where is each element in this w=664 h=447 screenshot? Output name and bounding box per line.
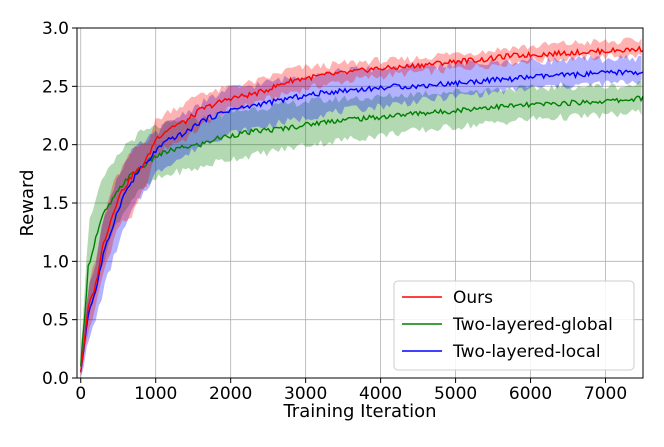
axis-ticks: 0 1000 2000 3000 4000 5000 6000 7000 0.0 0.5 1.0 1.…: [42, 19, 627, 404]
y-tick-label: 1.5: [42, 194, 69, 214]
x-tick-label: 5000: [434, 384, 477, 404]
x-tick-label: 4000: [359, 384, 402, 404]
x-tick-label: 2000: [209, 384, 252, 404]
legend-label: Two-layered-local: [452, 342, 601, 362]
series-line: [80, 45, 644, 373]
x-tick-label: 6000: [509, 384, 552, 404]
x-tick-label: 0: [75, 384, 86, 404]
y-tick-label: 2.0: [42, 136, 69, 156]
x-tick-label: 7000: [584, 384, 627, 404]
series-band: [80, 54, 642, 379]
y-tick-label: 0.5: [42, 311, 69, 331]
series-band: [80, 80, 642, 379]
legend-label: Two-layered-global: [452, 315, 613, 335]
series-line: [80, 69, 644, 373]
x-axis-label: Training Iteration: [282, 401, 436, 422]
series-lines: [80, 45, 644, 373]
y-tick-label: 3.0: [42, 19, 69, 39]
legend-box: [393, 280, 635, 371]
y-tick-label: 1.0: [42, 252, 69, 272]
legend-label: Ours: [453, 288, 493, 308]
y-tick-label: 0.0: [42, 369, 69, 389]
x-tick-label: 3000: [284, 384, 327, 404]
y-tick-label: 2.5: [42, 77, 69, 97]
y-axis-label: Reward: [17, 169, 38, 236]
confidence-bands: [80, 37, 642, 379]
legend: Ours Two-layered-global Two-layered-local: [393, 280, 635, 371]
x-tick-label: 1000: [134, 384, 177, 404]
series-line: [80, 95, 644, 367]
